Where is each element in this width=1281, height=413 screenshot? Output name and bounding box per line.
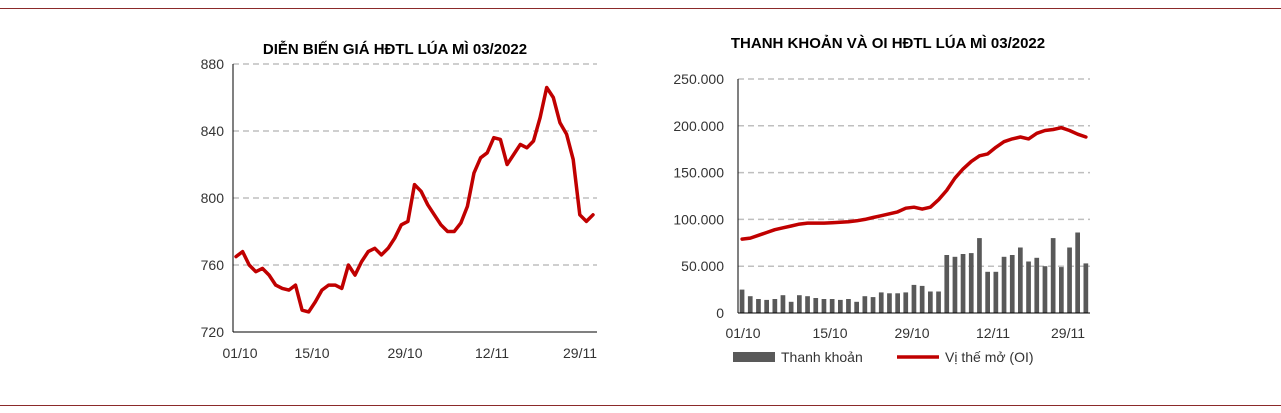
oi-line <box>740 125 1088 241</box>
volume-bar <box>1026 261 1031 313</box>
price-x-tick-label: 29/11 <box>563 345 597 361</box>
volume-x-tick-label: 29/10 <box>894 325 929 341</box>
price-y-tick-label: 760 <box>201 257 225 273</box>
volume-bar <box>846 299 851 313</box>
volume-bar <box>928 291 933 313</box>
volume-oi-chart-grid <box>738 78 1090 267</box>
volume-bar <box>993 271 999 313</box>
volume-bar <box>1059 267 1064 313</box>
volume-bar <box>1018 247 1023 313</box>
volume-bar <box>1083 263 1089 313</box>
price-chart-title: DIỄN BIẾN GIÁ HĐTL LÚA MÌ 03/2022 <box>263 40 527 58</box>
volume-bar <box>977 238 982 313</box>
volume-bar <box>838 299 843 313</box>
price-chart-y-ticks: 720 760 800 840 880 <box>201 56 225 340</box>
volume-bar <box>878 292 884 313</box>
volume-bar <box>1009 255 1015 313</box>
volume-bar <box>739 289 745 313</box>
volume-y-tick-label: 200.000 <box>673 118 724 134</box>
volume-oi-chart: THANH KHOẢN VÀ OI HĐTL LÚA MÌ 03/2022 0 5… <box>673 34 1090 365</box>
price-y-tick-label: 880 <box>201 56 225 72</box>
volume-bar <box>960 254 966 313</box>
legend-label-oi: Vị thế mở (OI) <box>945 349 1034 365</box>
volume-bar <box>870 297 876 313</box>
volume-bar <box>911 284 917 313</box>
price-chart-x-ticks: 01/10 15/10 29/10 12/11 29/11 <box>222 345 597 361</box>
volume-bar <box>780 295 786 313</box>
volume-bar <box>797 295 802 313</box>
volume-bar <box>821 299 827 313</box>
price-y-tick-label: 720 <box>201 324 225 340</box>
volume-y-tick-label: 250.000 <box>673 71 724 87</box>
volume-x-tick-label: 15/10 <box>812 325 847 341</box>
volume-bar <box>756 299 761 313</box>
volume-x-tick-label: 12/11 <box>976 325 1010 341</box>
price-y-tick-label: 840 <box>201 123 225 139</box>
volume-bar <box>936 291 941 313</box>
volume-bar <box>747 296 753 313</box>
volume-bar <box>1050 238 1056 313</box>
volume-bar <box>764 299 769 313</box>
volume-x-tick-label: 01/10 <box>725 325 760 341</box>
volume-oi-legend: Thanh khoản Vị thế mở (OI) <box>733 349 1034 365</box>
price-x-tick-label: 15/10 <box>294 345 329 361</box>
volume-oi-chart-x-ticks: 01/10 15/10 29/10 12/11 29/11 <box>725 325 1085 341</box>
price-x-tick-label: 12/11 <box>475 345 509 361</box>
volume-bar <box>1034 257 1040 313</box>
volume-bar <box>903 292 909 313</box>
volume-bar <box>944 255 950 313</box>
volume-bars <box>739 232 1089 313</box>
bottom-rule <box>0 405 1281 406</box>
volume-bar <box>813 298 819 313</box>
volume-bar <box>895 293 900 313</box>
volume-bar <box>1067 247 1072 313</box>
volume-y-tick-label: 0 <box>716 305 724 321</box>
volume-y-tick-label: 100.000 <box>673 211 724 227</box>
volume-bar <box>952 256 958 313</box>
legend-label-volume: Thanh khoản <box>781 349 863 365</box>
volume-bar <box>919 285 925 313</box>
volume-bar <box>968 253 974 313</box>
volume-y-tick-label: 50.000 <box>681 258 724 274</box>
volume-y-tick-label: 150.000 <box>673 165 724 181</box>
volume-bar <box>854 301 859 313</box>
volume-bar <box>788 301 794 313</box>
volume-bar <box>862 296 868 313</box>
price-line <box>234 85 595 314</box>
volume-bar <box>887 293 892 313</box>
price-chart: DIỄN BIẾN GIÁ HĐTL LÚA MÌ 03/2022 720 760… <box>201 40 598 361</box>
price-x-tick-label: 01/10 <box>222 345 257 361</box>
volume-bar <box>985 271 990 313</box>
volume-x-tick-label: 29/11 <box>1051 325 1085 341</box>
volume-bar <box>1001 256 1007 313</box>
volume-bar <box>829 299 835 313</box>
volume-bar <box>805 296 810 313</box>
volume-oi-chart-y-ticks: 0 50.000 100.000 150.000 200.000 250.000 <box>673 71 724 321</box>
price-chart-grid <box>233 63 597 266</box>
volume-bar <box>772 299 778 313</box>
legend-swatch-volume <box>733 352 775 362</box>
price-y-tick-label: 800 <box>201 190 225 206</box>
volume-bar <box>1075 232 1080 313</box>
top-rule <box>0 8 1281 9</box>
volume-oi-chart-title: THANH KHOẢN VÀ OI HĐTL LÚA MÌ 03/2022 <box>731 34 1045 52</box>
price-x-tick-label: 29/10 <box>387 345 422 361</box>
volume-bar <box>1042 266 1048 313</box>
